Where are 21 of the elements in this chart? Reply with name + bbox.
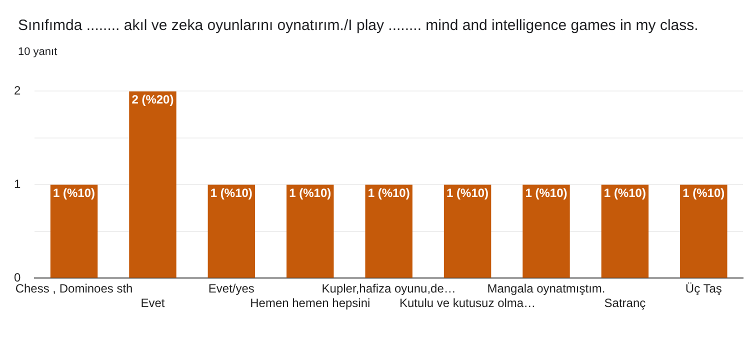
chart-title: Sınıfımda ........ akıl ve zeka oyunlarını oynatırım./I play ........ mind and intelligence games in my class. [17, 16, 700, 36]
data-label: 1 (%10) [210, 186, 252, 200]
x-tick-label: Mangala oynatmıştım. [487, 282, 606, 296]
data-label: 1 (%10) [289, 186, 332, 200]
data-label: 1 (%10) [604, 186, 646, 200]
x-tick-label: Kutulu ve kutusuz olma… [400, 296, 536, 310]
x-tick-label: Hemen hemen hepsini [250, 296, 370, 310]
data-label: 1 (%10) [525, 186, 568, 200]
data-label: 2 (%20) [132, 92, 174, 107]
x-tick-label: Kupler,hafiza oyunu,de… [322, 282, 456, 296]
data-label: 1 (%10) [368, 186, 410, 200]
data-label: 1 (%10) [53, 186, 96, 200]
x-tick-label: Üç Taş [685, 282, 722, 296]
data-label: 1 (%10) [682, 186, 725, 200]
chart-subtitle: 10 yanıt [17, 45, 58, 58]
y-tick-label: 2 [14, 84, 21, 98]
data-label: 1 (%10) [446, 186, 489, 200]
x-tick-label: Evet [140, 296, 166, 310]
x-tick-label: Evet/yes [208, 282, 254, 296]
y-tick-label: 1 [14, 177, 21, 192]
x-tick-label: Satranç [604, 296, 646, 310]
